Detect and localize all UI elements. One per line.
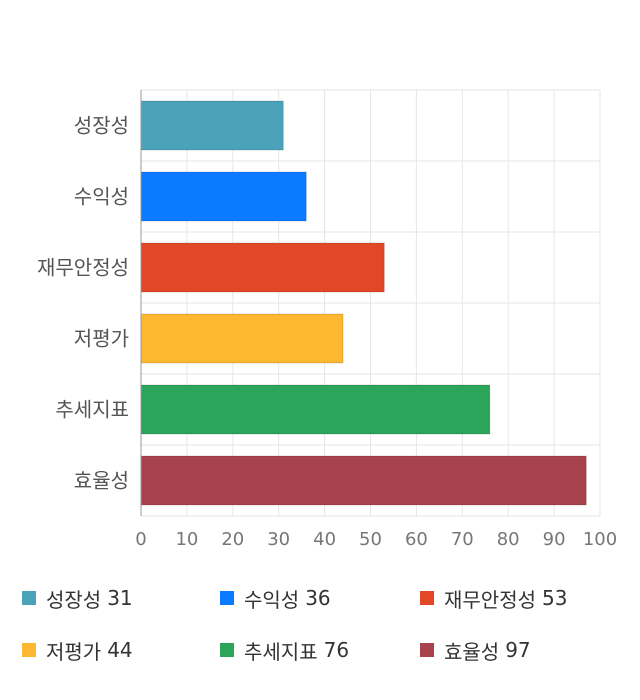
bar (140, 171, 307, 222)
bar (140, 384, 491, 435)
category-label: 효율성 (74, 469, 129, 493)
legend-item-profitability[interactable]: 수익성 36 (220, 583, 331, 613)
x-tick-label: 20 (221, 529, 244, 550)
x-tick-label: 70 (451, 529, 474, 550)
legend-swatch (220, 643, 234, 657)
x-tick-label: 30 (267, 529, 290, 550)
x-tick-label: 10 (175, 529, 198, 550)
category-label: 성장성 (74, 114, 129, 138)
x-tick-label: 90 (543, 529, 566, 550)
legend-value: 31 (107, 586, 133, 610)
bar (140, 313, 344, 364)
legend-swatch (420, 643, 434, 657)
x-tick-label: 80 (497, 529, 520, 550)
legend: 성장성 31 수익성 36 재무안정성 53 저평가 44 추세지표 76 효율… (0, 570, 640, 700)
category-label: 재무안정성 (37, 256, 129, 280)
x-tick-label: 60 (405, 529, 428, 550)
legend-value: 36 (305, 586, 331, 610)
x-tick-label: 40 (313, 529, 336, 550)
legend-swatch (220, 591, 234, 605)
legend-value: 44 (107, 638, 133, 662)
x-tick-label: 100 (583, 529, 617, 550)
legend-value: 97 (505, 638, 531, 662)
bar (140, 242, 385, 293)
legend-item-efficiency[interactable]: 효율성 97 (420, 635, 531, 665)
legend-label: 재무안정성 (444, 587, 536, 612)
legend-item-undervalued[interactable]: 저평가 44 (22, 635, 133, 665)
category-label: 수익성 (74, 185, 129, 209)
legend-label: 수익성 (244, 587, 300, 612)
legend-item-trend[interactable]: 추세지표 76 (220, 635, 349, 665)
category-label: 저평가 (74, 327, 129, 351)
bar (140, 455, 587, 506)
legend-item-growth[interactable]: 성장성 31 (22, 583, 133, 613)
legend-swatch (22, 591, 36, 605)
legend-label: 성장성 (46, 587, 102, 612)
legend-swatch (420, 591, 434, 605)
x-tick-label: 50 (359, 529, 382, 550)
category-label: 추세지표 (55, 398, 129, 422)
legend-value: 76 (323, 638, 350, 662)
bar (140, 100, 284, 151)
legend-value: 53 (542, 586, 568, 610)
x-tick-label: 0 (135, 529, 146, 550)
legend-swatch (22, 643, 36, 657)
legend-label: 효율성 (444, 639, 500, 664)
legend-label: 추세지표 (244, 639, 318, 664)
legend-label: 저평가 (46, 639, 102, 664)
legend-item-stability[interactable]: 재무안정성 53 (420, 583, 567, 613)
